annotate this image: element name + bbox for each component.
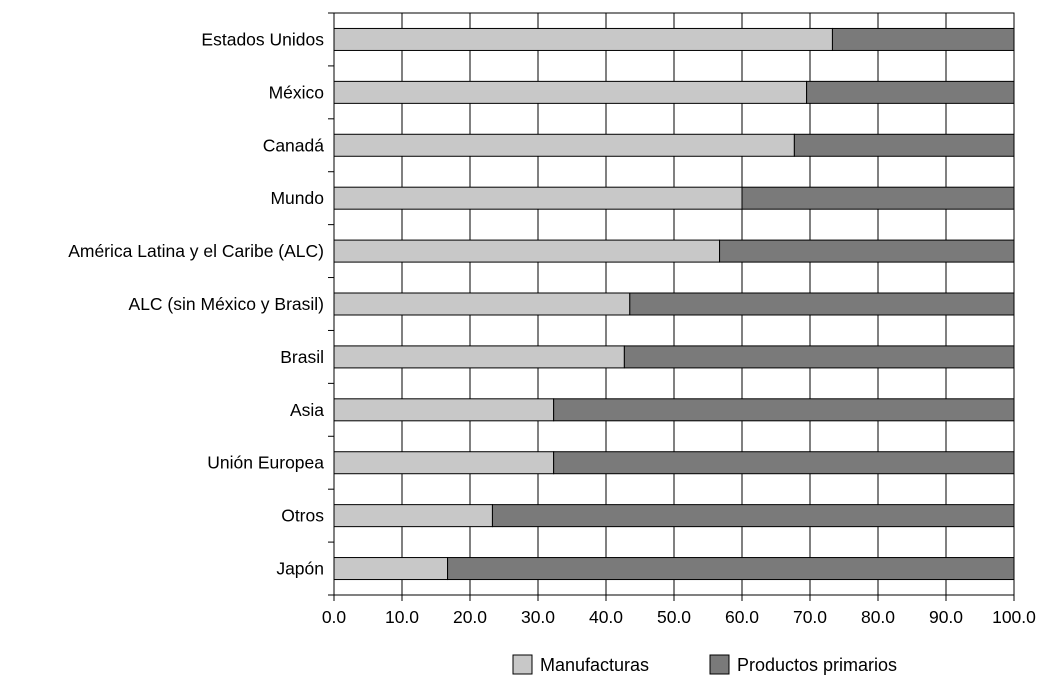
category-label: Asia <box>290 400 324 420</box>
x-tick-label: 60.0 <box>725 607 759 627</box>
legend-swatch <box>709 654 730 675</box>
category-label: Japón <box>276 559 324 579</box>
bar-manufacturas <box>333 186 743 210</box>
legend-productos-primarios: Productos primarios <box>709 654 897 675</box>
x-tick-label: 10.0 <box>385 607 419 627</box>
bar-productos-primarios <box>806 80 1015 104</box>
bar-manufacturas <box>333 557 449 581</box>
bar-manufacturas <box>333 504 493 528</box>
bar-productos-primarios <box>793 133 1015 157</box>
category-label: Unión Europea <box>207 453 324 473</box>
category-label: México <box>269 82 324 102</box>
bar-productos-primarios <box>623 345 1015 369</box>
category-label: Otros <box>281 506 324 526</box>
bars-group <box>333 27 1015 581</box>
x-tick-label: 90.0 <box>929 607 963 627</box>
bar-manufacturas <box>333 451 555 475</box>
bar-productos-primarios <box>629 292 1015 316</box>
x-tick-label: 0.0 <box>322 607 347 627</box>
bar-manufacturas <box>333 133 795 157</box>
bar-manufacturas <box>333 239 721 263</box>
bar-productos-primarios <box>491 504 1015 528</box>
category-label: Estados Unidos <box>201 29 324 49</box>
x-tick-label: 70.0 <box>793 607 827 627</box>
x-tick-label: 20.0 <box>453 607 487 627</box>
bar-productos-primarios <box>831 27 1015 51</box>
x-tick-label: 50.0 <box>657 607 691 627</box>
category-label: Mundo <box>270 188 324 208</box>
bar-manufacturas <box>333 398 555 422</box>
legend-swatch <box>512 654 533 675</box>
legend-manufacturas: Manufacturas <box>512 654 649 675</box>
x-tick-label: 80.0 <box>861 607 895 627</box>
bar-productos-primarios <box>553 398 1015 422</box>
bar-manufacturas <box>333 27 833 51</box>
x-tick-label: 40.0 <box>589 607 623 627</box>
legend: Manufacturas Productos primarios <box>512 654 897 675</box>
category-label: Canadá <box>263 135 325 155</box>
x-tick-label: 100.0 <box>992 607 1036 627</box>
bar-productos-primarios <box>553 451 1015 475</box>
category-labels: Estados Unidos México Canadá Mundo América L… <box>68 29 324 578</box>
x-tick-label: 30.0 <box>521 607 555 627</box>
x-axis: 0.0 10.0 20.0 30.0 40.0 50.0 60.0 70.0 80.0 90.0 1… <box>322 12 1036 627</box>
bar-manufacturas <box>333 292 631 316</box>
category-label: América Latina y el Caribe (ALC) <box>68 241 324 261</box>
bar-productos-primarios <box>741 186 1015 210</box>
bar-productos-primarios <box>719 239 1015 263</box>
legend-label: Productos primarios <box>737 655 897 675</box>
bar-manufacturas <box>333 345 625 369</box>
category-label: ALC (sin México y Brasil) <box>129 294 324 314</box>
category-label: Brasil <box>280 347 324 367</box>
bar-productos-primarios <box>447 557 1015 581</box>
legend-label: Manufacturas <box>540 655 649 675</box>
bar-manufacturas <box>333 80 808 104</box>
